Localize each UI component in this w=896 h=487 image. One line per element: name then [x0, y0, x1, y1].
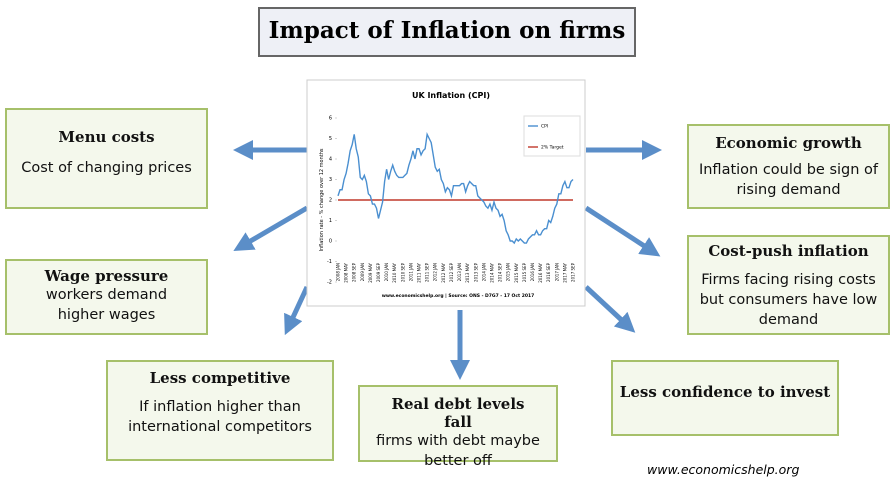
- x-tick-label: 2015 MAY: [514, 262, 519, 282]
- box: Less competitive If inflation higher than…: [106, 360, 334, 461]
- box: Real debt levels fall firms with debt may…: [358, 385, 558, 469]
- box-heading: Cost-push inflation: [708, 242, 869, 260]
- y-tick-label: 0: [329, 239, 332, 245]
- box-heading: Less confidence to invest: [619, 383, 831, 401]
- x-tick-label: 2010 JAN: [384, 263, 389, 281]
- x-tick-label: 2017 JAN: [554, 263, 559, 281]
- box-body: Inflation could be sign of rising demand: [698, 162, 879, 198]
- x-tick-label: 2016 SEP: [546, 262, 551, 282]
- y-tick-label: -2: [327, 280, 332, 286]
- chart-title: UK Inflation (CPI): [412, 91, 490, 100]
- box: Cost-push inflation Firms facing rising c…: [687, 235, 890, 335]
- arrow: [233, 205, 309, 252]
- x-tick-label: 2013 JAN: [457, 263, 462, 281]
- data-line: [337, 132, 574, 245]
- x-tick-label: 2017 SEP: [571, 262, 576, 282]
- x-tick-label: 2013 MAY: [465, 262, 470, 282]
- box-body: Cost of changing prices: [21, 160, 192, 176]
- box-heading: Wage pressure: [44, 267, 169, 285]
- x-tick-label: 2012 JAN: [433, 263, 438, 281]
- arrow: [284, 285, 310, 336]
- x-tick-label: 2011 MAY: [417, 262, 422, 282]
- legend: [523, 115, 581, 157]
- box-heading: Real debt levels fall: [391, 395, 525, 431]
- box-heading: Economic growth: [715, 134, 862, 152]
- x-tick-label: 2015 JAN: [506, 263, 511, 281]
- x-tick-label: 2008 MAY: [344, 262, 349, 282]
- x-tick-label: 2016 MAY: [538, 262, 543, 282]
- x-tick-label: 2008 SEP: [352, 262, 357, 282]
- box-body: If inflation higher than international c…: [128, 399, 312, 435]
- x-tick-label: 2016 JAN: [530, 263, 535, 281]
- y-tick-label: 4: [329, 157, 332, 163]
- y-tick-label: 3: [329, 177, 332, 183]
- arrows: [233, 140, 662, 380]
- x-tick-label: 2009 JAN: [360, 263, 365, 281]
- y-tick-label: 1: [329, 218, 332, 224]
- chart-frame: [306, 79, 586, 307]
- x-tick-label: 2010 SEP: [400, 262, 405, 282]
- legend-label: CPI: [541, 124, 548, 130]
- footer: www.economicshelp.org: [647, 462, 800, 477]
- x-tick-label: 2012 SEP: [449, 262, 454, 282]
- chart-source: www.economicshelp.org | Source: ONS - D7…: [382, 293, 535, 299]
- box: Less confidence to invest: [611, 360, 839, 436]
- box-heading: Less competitive: [149, 369, 291, 387]
- x-tick-label: 2009 MAY: [368, 262, 373, 282]
- y-tick-label: 6: [329, 116, 332, 122]
- box: Menu costs Cost of changing prices: [5, 108, 208, 209]
- x-tick-label: 2014 SEP: [498, 262, 503, 282]
- x-tick-label: 2009 SEP: [376, 262, 381, 282]
- arrow: [584, 285, 636, 333]
- x-tick-label: 2010 MAY: [392, 262, 397, 282]
- x-tick-label: 2011 JAN: [408, 263, 413, 281]
- x-tick-label: 2014 JAN: [481, 263, 486, 281]
- box-body: firms with debt maybe better off: [376, 433, 540, 469]
- box-body: Firms facing rising costs but consumers …: [699, 272, 878, 328]
- arrow: [584, 205, 661, 257]
- box-body: workers demand higher wages: [45, 287, 168, 323]
- y-tick-label: 2: [329, 198, 332, 204]
- x-tick-label: 2017 MAY: [562, 262, 567, 282]
- box-heading: Menu costs: [58, 128, 155, 146]
- x-tick-label: 2015 SEP: [522, 262, 527, 282]
- y-axis-label: Inflation rate - % change over 12 months: [319, 148, 325, 251]
- y-tick-label: -1: [327, 259, 332, 265]
- x-tick-label: 2011 SEP: [425, 262, 430, 282]
- x-tick-label: 2014 MAY: [489, 262, 494, 282]
- x-tick-label: 2008 JAN: [336, 263, 341, 281]
- legend-label: 2% Target: [541, 145, 564, 151]
- y-tick-label: 5: [329, 136, 332, 142]
- x-tick-label: 2012 MAY: [441, 262, 446, 282]
- x-tick-label: 2013 SEP: [473, 262, 478, 282]
- box: Wage pressure workers demand higher wages: [5, 259, 208, 335]
- box: Economic growth Inflation could be sign o…: [687, 124, 890, 209]
- title: Impact of Inflation on firms: [258, 7, 636, 57]
